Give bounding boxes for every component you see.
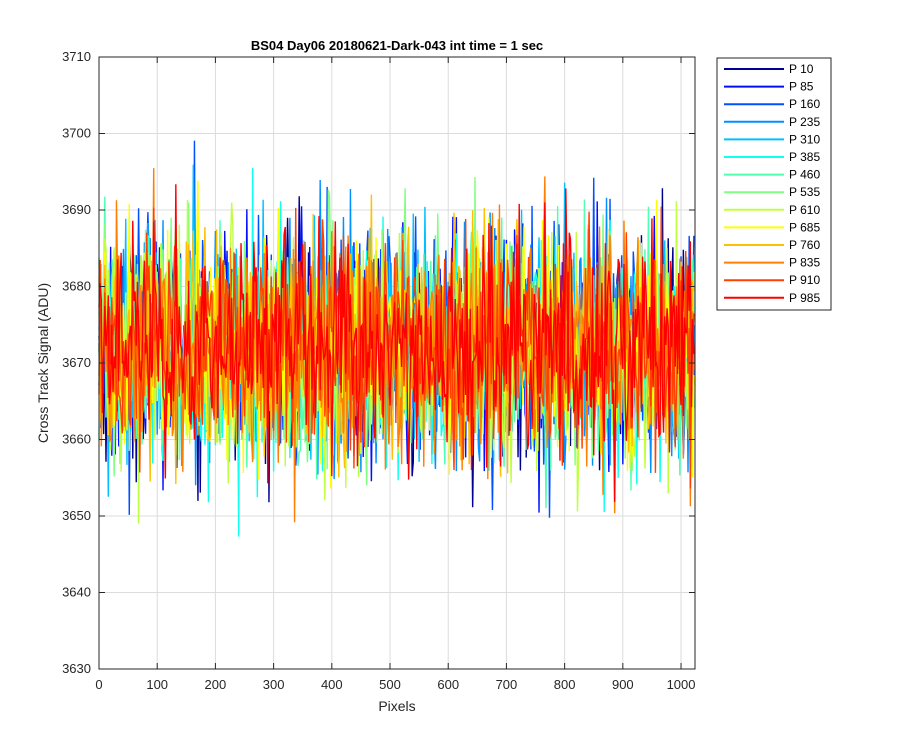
series-line-p-985 <box>98 184 695 502</box>
legend-box <box>716 57 832 311</box>
legend-label: P 10 <box>789 62 814 76</box>
x-tick-label: 100 <box>146 677 168 692</box>
chart-title: BS04 Day06 20180621-Dark-043 int time = … <box>251 38 543 53</box>
x-tick-label: 300 <box>263 677 285 692</box>
x-tick-label: 1000 <box>667 677 696 692</box>
legend-label: P 835 <box>789 256 820 270</box>
y-tick-label: 3710 <box>62 49 91 64</box>
legend-label: P 535 <box>789 185 820 199</box>
legend-label: P 985 <box>789 291 820 305</box>
legend-label: P 460 <box>789 168 820 182</box>
legend-label: P 310 <box>789 132 820 146</box>
y-tick-label: 3640 <box>62 585 91 600</box>
y-tick-label: 3680 <box>62 279 91 294</box>
legend-label: P 385 <box>789 150 820 164</box>
x-tick-label: 700 <box>496 677 518 692</box>
legend-label: P 910 <box>789 273 820 287</box>
x-tick-label: 400 <box>321 677 343 692</box>
x-tick-label: 0 <box>95 677 102 692</box>
x-tick-label: 800 <box>554 677 576 692</box>
y-tick-label: 3650 <box>62 508 91 523</box>
tick-layer: 0 100 200 300 400 500 600 700 800 900 1000 3630 3640… <box>62 49 695 692</box>
legend-label: P 685 <box>789 220 820 234</box>
y-tick-label: 3700 <box>62 126 91 141</box>
legend-label: P 610 <box>789 203 820 217</box>
x-axis-title: Pixels <box>378 698 415 714</box>
legend-label: P 235 <box>789 115 820 129</box>
x-tick-label: 200 <box>205 677 227 692</box>
x-tick-label: 600 <box>437 677 459 692</box>
y-tick-label: 3670 <box>62 355 91 370</box>
x-tick-label: 900 <box>612 677 634 692</box>
y-tick-label: 3630 <box>62 661 91 676</box>
y-tick-label: 3690 <box>62 202 91 217</box>
legend-label: P 160 <box>789 97 820 111</box>
x-tick-label: 500 <box>379 677 401 692</box>
legend-label: P 85 <box>789 80 814 94</box>
series-layer <box>98 140 695 537</box>
y-tick-label: 3660 <box>62 432 91 447</box>
legend: P 10 P 85 P 160 P 235 P 310 P 385 P 460 P 535 P … <box>716 57 832 311</box>
legend-label: P 760 <box>789 238 820 252</box>
y-axis-title: Cross Track Signal (ADU) <box>35 283 51 443</box>
